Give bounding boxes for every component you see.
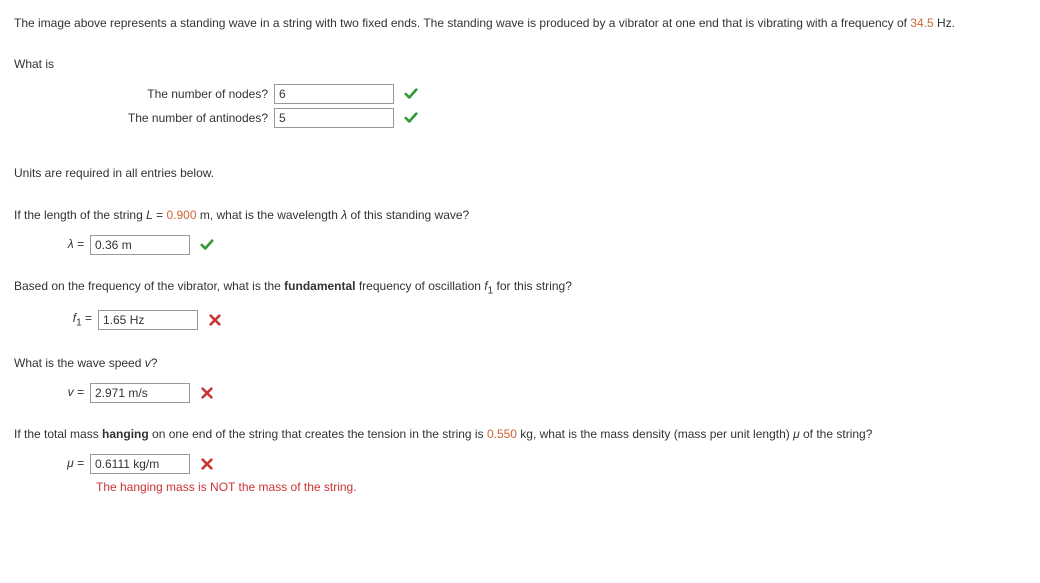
wl-q-after: of this standing wave?	[347, 208, 469, 222]
intro-frequency: 34.5	[910, 16, 933, 30]
mass-input[interactable]	[90, 454, 190, 474]
fundamental-row: f1 =	[50, 309, 1026, 331]
mass-q-mid2: kg, what is the mass density (mass per u…	[517, 427, 793, 441]
units-note: Units are required in all entries below.	[14, 164, 1026, 183]
cross-icon	[200, 457, 214, 471]
antinodes-label: The number of antinodes?	[54, 109, 274, 128]
check-icon	[404, 87, 418, 101]
check-icon	[404, 111, 418, 125]
speed-q-after: ?	[151, 356, 158, 370]
mass-row: μ =	[50, 454, 1026, 474]
wl-q-val: 0.900	[166, 208, 196, 222]
mass-q-val: 0.550	[487, 427, 517, 441]
intro-after: Hz.	[934, 16, 955, 30]
intro-before: The image above represents a standing wa…	[14, 16, 910, 30]
speed-question: What is the wave speed v?	[14, 354, 1026, 373]
fundamental-question: Based on the frequency of the vibrator, …	[14, 277, 1026, 299]
fund-q-after: for this string?	[493, 279, 572, 293]
cross-icon	[200, 386, 214, 400]
fund-q-before: Based on the frequency of the vibrator, …	[14, 279, 284, 293]
cross-icon	[208, 313, 222, 327]
fund-q-bold: fundamental	[284, 279, 355, 293]
wavelength-row: λ =	[50, 235, 1026, 255]
mass-q-mid: on one end of the string that creates th…	[149, 427, 487, 441]
mass-q-var: μ	[793, 427, 800, 441]
nodes-row: The number of nodes?	[54, 84, 1026, 104]
fundamental-label: f1 =	[50, 309, 98, 331]
wl-q-before: If the length of the string	[14, 208, 146, 222]
speed-row: v =	[50, 383, 1026, 403]
mass-q-after: of the string?	[800, 427, 873, 441]
wavelength-question: If the length of the string L = 0.900 m,…	[14, 206, 1026, 225]
mass-q-bold: hanging	[102, 427, 149, 441]
mass-question: If the total mass hanging on one end of …	[14, 425, 1026, 444]
fund-label-after: =	[82, 311, 92, 325]
mass-feedback: The hanging mass is NOT the mass of the …	[50, 478, 1026, 497]
wavelength-input[interactable]	[90, 235, 190, 255]
wavelength-label: λ =	[50, 235, 90, 254]
check-icon	[200, 238, 214, 252]
nodes-label: The number of nodes?	[54, 85, 274, 104]
what-is-label: What is	[14, 55, 1026, 74]
speed-q-before: What is the wave speed	[14, 356, 145, 370]
antinodes-row: The number of antinodes?	[54, 108, 1026, 128]
wl-q-var1: L	[146, 208, 153, 222]
intro-text: The image above represents a standing wa…	[14, 14, 1026, 33]
mass-label: μ =	[50, 454, 90, 473]
antinodes-input[interactable]	[274, 108, 394, 128]
wl-q-eq: =	[153, 208, 167, 222]
wl-q-mid: m, what is the wavelength	[197, 208, 342, 222]
nodes-input[interactable]	[274, 84, 394, 104]
fundamental-input[interactable]	[98, 310, 198, 330]
fund-q-mid: frequency of oscillation	[356, 279, 485, 293]
speed-input[interactable]	[90, 383, 190, 403]
mass-q-before: If the total mass	[14, 427, 102, 441]
speed-label: v =	[50, 383, 90, 402]
